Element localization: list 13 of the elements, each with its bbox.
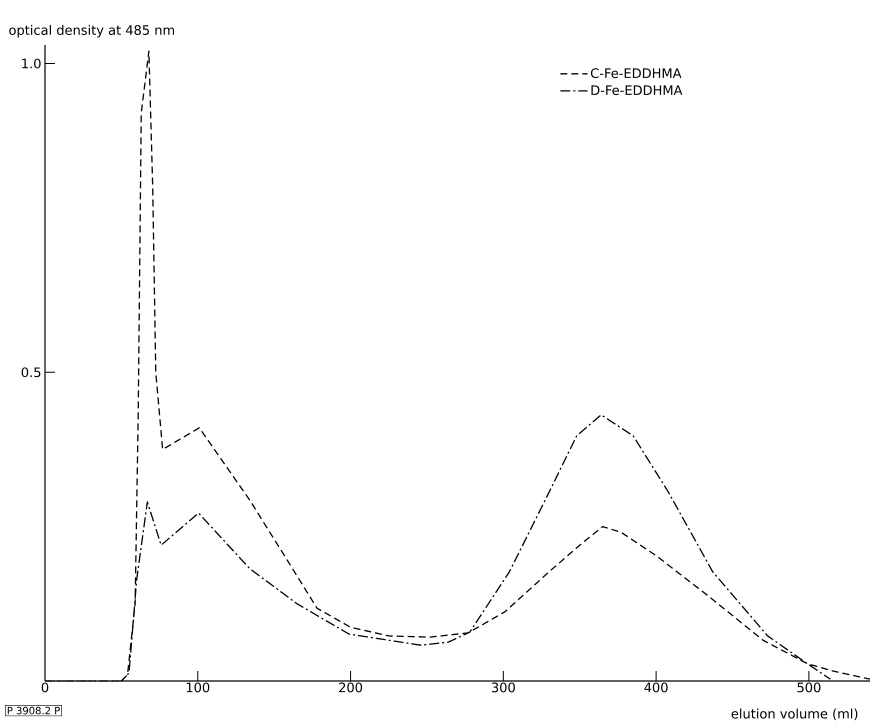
y-tick-label: 0.5 [22,367,40,378]
y-tick-label: 1.0 [22,58,41,68]
x-tick-label: 300 [492,682,515,692]
x-tick-label: 100 [186,682,210,692]
x-tick-label: 0 [42,682,48,692]
x-tick-label: 500 [797,682,820,692]
text: P 3908.2 P [8,706,60,714]
legend-label: D-Fe-EDDHMA [591,85,682,96]
x-tick-label: 400 [644,682,668,692]
x-axis-title: elution volume (ml) [732,708,858,720]
legend-label: C-Fe-EDDHMA [590,68,682,78]
x-tick-label: 200 [339,682,362,692]
y-axis-title: optical density at 485 nm [9,24,174,38]
